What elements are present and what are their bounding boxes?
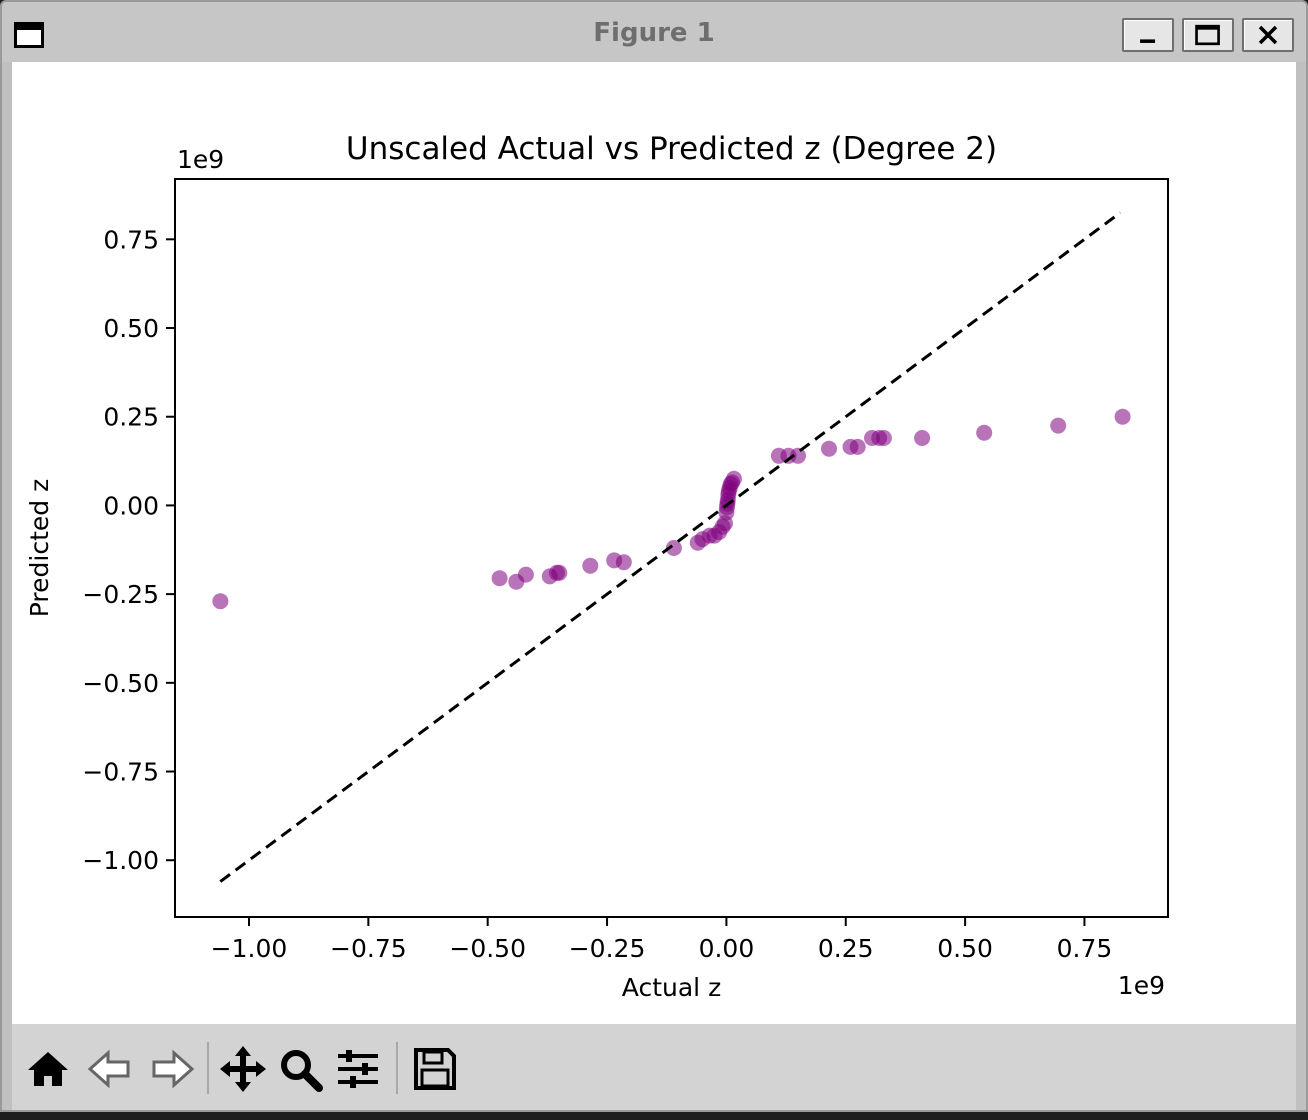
configure-subplots-button[interactable]	[332, 1042, 384, 1096]
pan-button[interactable]	[217, 1042, 269, 1096]
scatter-point	[1050, 417, 1067, 434]
forward-arrow-icon	[152, 1049, 195, 1089]
scatter-point	[551, 564, 568, 581]
x-axis-offset-label: 1e9	[1118, 971, 1165, 1000]
figure-canvas[interactable]: −1.00 −0.75 −0.50 −0.25 0.00 0.25 0.50 0.75 0.7…	[12, 62, 1296, 1024]
save-button[interactable]	[408, 1042, 460, 1096]
y-tick-label: 0.75	[103, 225, 159, 254]
window-menu-icon[interactable]	[14, 22, 44, 48]
magnifier-icon	[281, 1050, 323, 1092]
y-tick-label: 0.00	[103, 491, 159, 520]
y-tick-label: −0.25	[82, 580, 159, 609]
title-bar[interactable]: Figure 1	[2, 2, 1306, 62]
window-title: Figure 1	[593, 18, 715, 48]
forward-button[interactable]	[146, 1042, 198, 1096]
axes-frame	[174, 178, 1169, 918]
scatter-point	[790, 447, 806, 464]
back-arrow-icon	[87, 1049, 130, 1089]
home-icon	[28, 1052, 68, 1086]
x-tick-label: −0.75	[330, 934, 407, 963]
close-button[interactable]	[1242, 18, 1294, 52]
maximize-button[interactable]	[1182, 18, 1234, 52]
scatter-point	[615, 554, 632, 571]
scatter-point	[821, 440, 837, 457]
home-button[interactable]	[22, 1042, 74, 1096]
x-tick-label: 0.75	[1057, 934, 1113, 963]
scatter-point	[726, 470, 742, 487]
maximize-icon	[1195, 24, 1220, 46]
toolbar-separator	[396, 1042, 398, 1094]
zoom-button[interactable]	[274, 1042, 326, 1096]
y-axis-label: Predicted z	[25, 479, 54, 617]
y-tick-label: −1.00	[82, 846, 159, 875]
floppy-disk-icon	[414, 1048, 456, 1090]
scatter-point	[212, 593, 229, 610]
back-button[interactable]	[84, 1042, 136, 1096]
reference-line	[219, 211, 1122, 883]
x-axis-label: Actual z	[622, 973, 721, 1002]
chart-title: Unscaled Actual vs Predicted z (Degree 2…	[346, 131, 997, 167]
close-icon	[1258, 25, 1278, 45]
x-tick-label: −1.00	[211, 934, 288, 963]
scatter-point	[491, 570, 508, 587]
minimize-button[interactable]	[1122, 18, 1174, 52]
toolbar-separator	[207, 1042, 209, 1094]
scatter-point	[976, 424, 993, 441]
scatter-point	[582, 557, 599, 574]
y-tick-label: −0.50	[82, 669, 159, 698]
y-tick-label: 0.50	[103, 314, 159, 343]
x-tick-label: 0.00	[699, 934, 755, 963]
y-tick-label: 0.25	[103, 403, 159, 432]
scatter-point	[517, 566, 534, 583]
scatter-plot: −1.00 −0.75 −0.50 −0.25 0.00 0.25 0.50 0.75 0.7…	[25, 131, 1169, 1002]
terminal-background-strip	[0, 1112, 1308, 1120]
y-axis-offset-label: 1e9	[177, 145, 224, 174]
x-tick-label: 0.50	[937, 934, 993, 963]
minimize-icon	[1140, 39, 1156, 43]
sliders-icon	[338, 1050, 378, 1088]
navigation-toolbar	[12, 1024, 1296, 1110]
x-tick-label: −0.25	[569, 934, 646, 963]
scatter-point	[1114, 408, 1131, 425]
y-tick-label: −0.75	[82, 758, 159, 787]
move-icon	[220, 1046, 266, 1092]
scatter-point	[914, 430, 931, 446]
scatter-point	[849, 438, 866, 455]
x-tick-label: −0.50	[449, 934, 526, 963]
scatter-point	[665, 540, 682, 556]
x-tick-label: 0.25	[818, 934, 874, 963]
scatter-point	[875, 430, 892, 446]
